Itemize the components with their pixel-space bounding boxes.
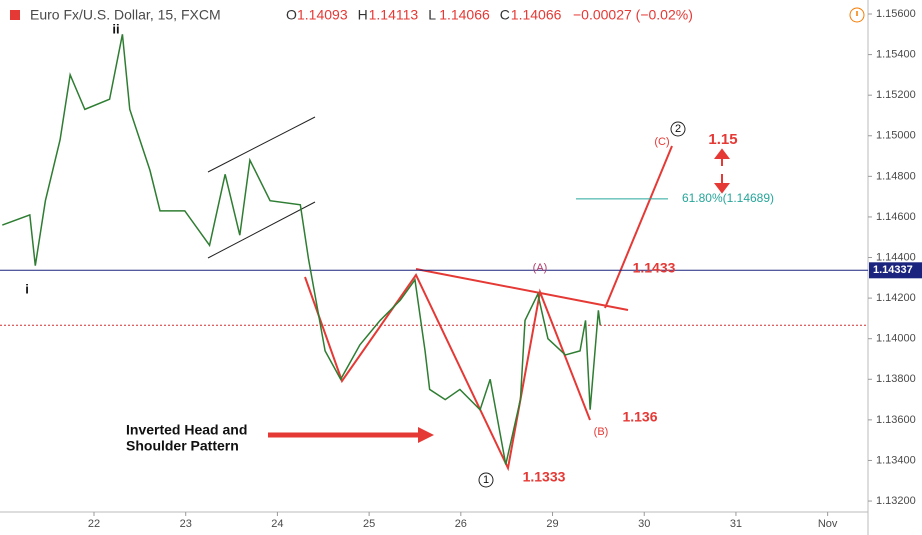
ohlc-value: 1.14066 — [511, 7, 562, 23]
annotation: 1.136 — [622, 409, 657, 425]
x-tick-label: Nov — [818, 518, 838, 530]
x-tick-label: 30 — [638, 518, 650, 530]
y-tick-label: 1.15200 — [876, 89, 916, 101]
ohlc-label: L — [428, 7, 436, 23]
alert-icon[interactable] — [849, 7, 865, 23]
arrow-head — [418, 427, 434, 443]
y-tick-label: 1.14200 — [876, 292, 916, 304]
annotation: 2 — [675, 123, 681, 135]
ohlc-value: 1.14113 — [369, 7, 419, 23]
neckline — [415, 268, 629, 311]
annotation: 61.80%(1.14689) — [682, 191, 774, 205]
target-arrows — [714, 148, 730, 194]
y-tick-label: 1.14400 — [876, 251, 916, 263]
x-tick-label: 29 — [546, 518, 558, 530]
y-tick-label: 1.13400 — [876, 454, 916, 466]
channel-line — [207, 201, 316, 259]
y-tick-label: 1.15000 — [876, 130, 916, 142]
annotation: (A) — [533, 262, 548, 274]
y-tick-label: 1.14600 — [876, 211, 916, 223]
annotation: (B) — [594, 426, 609, 438]
ohlc-value: 1.14093 — [297, 7, 348, 23]
y-tick-label: 1.15400 — [876, 48, 916, 60]
wave-circle — [670, 121, 686, 137]
annotation: (C) — [654, 136, 669, 148]
channel — [207, 116, 316, 259]
price-label-bg — [869, 262, 922, 279]
annotation: 1 — [483, 474, 489, 486]
symbol-title: Euro Fx/U.S. Dollar, 15, FXCM — [30, 7, 221, 23]
y-tick-label: 1.13200 — [876, 495, 916, 507]
header-bg — [0, 0, 700, 32]
x-tick-label: 31 — [730, 518, 742, 530]
symbol-icon — [10, 10, 20, 20]
price-path — [2, 34, 601, 465]
y-tick-label: 1.14000 — [876, 333, 916, 345]
channel-line — [207, 116, 316, 173]
x-tick-label: 26 — [455, 518, 467, 530]
ohlc-label: O — [286, 7, 297, 23]
annotation: Shoulder Pattern — [126, 438, 239, 454]
y-tick-label: 1.13600 — [876, 414, 916, 426]
wave-c-line — [604, 145, 673, 309]
x-tick-label: 23 — [180, 518, 192, 530]
down-arrow-head — [714, 183, 730, 194]
annotation: 1.1433 — [633, 260, 676, 276]
annotation: Inverted Head and — [126, 422, 247, 438]
x-tick-label: 24 — [271, 518, 283, 530]
ohlc-value: 1.14066 — [439, 7, 490, 23]
y-tick-label: 1.14800 — [876, 170, 916, 182]
annotation: ii — [112, 21, 119, 36]
y-tick-label: 1.15600 — [876, 8, 916, 20]
x-tick-label: 25 — [363, 518, 375, 530]
wave-circle — [478, 472, 494, 488]
ohlc-label: C — [500, 7, 510, 23]
annotation: 1.15 — [708, 131, 737, 148]
pattern-drawing — [304, 145, 673, 472]
pattern-lines — [304, 273, 591, 472]
ohlc-label: H — [358, 7, 368, 23]
y-tick-label: 1.13800 — [876, 373, 916, 385]
up-arrow-head — [714, 148, 730, 159]
annotation: 1.1333 — [523, 469, 566, 485]
change: −0.00027 (−0.02%) — [573, 7, 693, 23]
annotation: i — [25, 281, 29, 296]
x-tick-label: 22 — [88, 518, 100, 530]
price-label: 1.14337 — [873, 264, 913, 276]
ohlc: O 1.14093 H 1.14113 L 1.14066 C 1.14066 — [286, 7, 562, 23]
